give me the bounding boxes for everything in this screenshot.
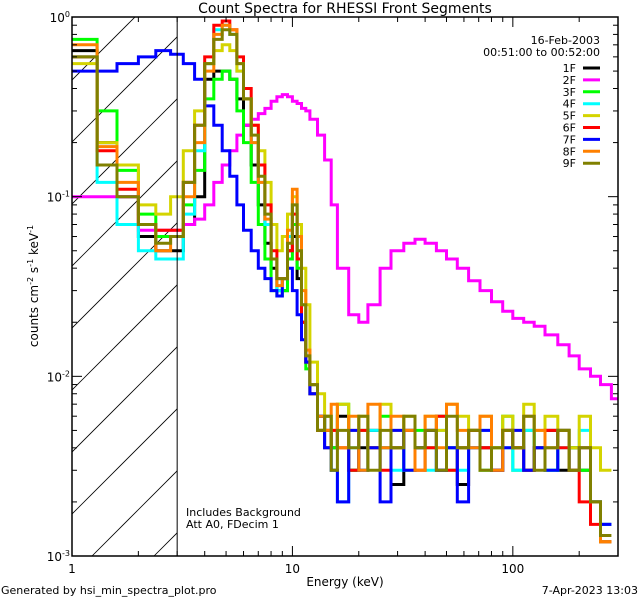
legend-label-1F: 1F: [563, 62, 576, 75]
annotation-background: Includes Background: [186, 506, 301, 519]
series-6F: [72, 19, 612, 544]
hatch-line: [72, 160, 178, 267]
legend-label-4F: 4F: [563, 98, 576, 111]
y-axis-label: counts cm-2 s-1 keV-1: [26, 225, 41, 347]
footer-generated: Generated by hsi_min_spectra_plot.pro: [1, 584, 217, 597]
chart-title: Count Spectra for RHESSI Front Segments: [198, 1, 492, 17]
series-5F: [72, 43, 612, 472]
footer-timestamp: 7-Apr-2023 13:03: [542, 584, 638, 597]
hatch-line: [72, 284, 178, 391]
y-tick-label: 100: [50, 10, 70, 25]
hatch-line: [464, 0, 640, 556]
hatch-line: [72, 36, 178, 143]
legend-label-6F: 6F: [563, 122, 576, 135]
legend-label-3F: 3F: [563, 86, 576, 99]
series-2F: [72, 93, 618, 401]
x-axis-label: Energy (keV): [306, 575, 383, 589]
hatch-line: [340, 0, 640, 556]
series-3F: [72, 37, 612, 544]
y-tick-label: 10-2: [47, 369, 70, 384]
x-tick-label: 100: [501, 562, 524, 576]
hatch-line: [72, 222, 178, 329]
series-8F: [72, 23, 612, 544]
hatch-line: [91, 470, 178, 556]
series-7F: [72, 49, 612, 526]
hatch-line: [526, 0, 640, 556]
hatch-line: [72, 408, 178, 515]
series-1F: [72, 49, 612, 526]
annotation-date: 16-Feb-2003: [531, 34, 600, 47]
legend-label-8F: 8F: [563, 145, 576, 158]
series-4F: [72, 23, 612, 526]
hatch-line: [278, 0, 640, 556]
y-tick-label: 10-3: [47, 549, 70, 564]
legend-label-2F: 2F: [563, 74, 576, 87]
x-tick-label: 1: [68, 562, 76, 576]
y-tick-label: 10-1: [47, 190, 70, 205]
legend-label-9F: 9F: [563, 157, 576, 170]
annotation-time-range: 00:51:00 to 00:52:00: [483, 46, 600, 59]
hatch-line: [588, 0, 640, 556]
plot-frame: [71, 16, 619, 557]
hatch-line: [0, 0, 72, 556]
hatch-line: [402, 0, 640, 556]
annotation-attenuator: Att A0, FDecim 1: [186, 518, 279, 531]
series-9F: [72, 28, 612, 537]
legend-label-7F: 7F: [563, 133, 576, 146]
legend-label-5F: 5F: [563, 110, 576, 123]
x-tick-label: 10: [285, 562, 300, 576]
